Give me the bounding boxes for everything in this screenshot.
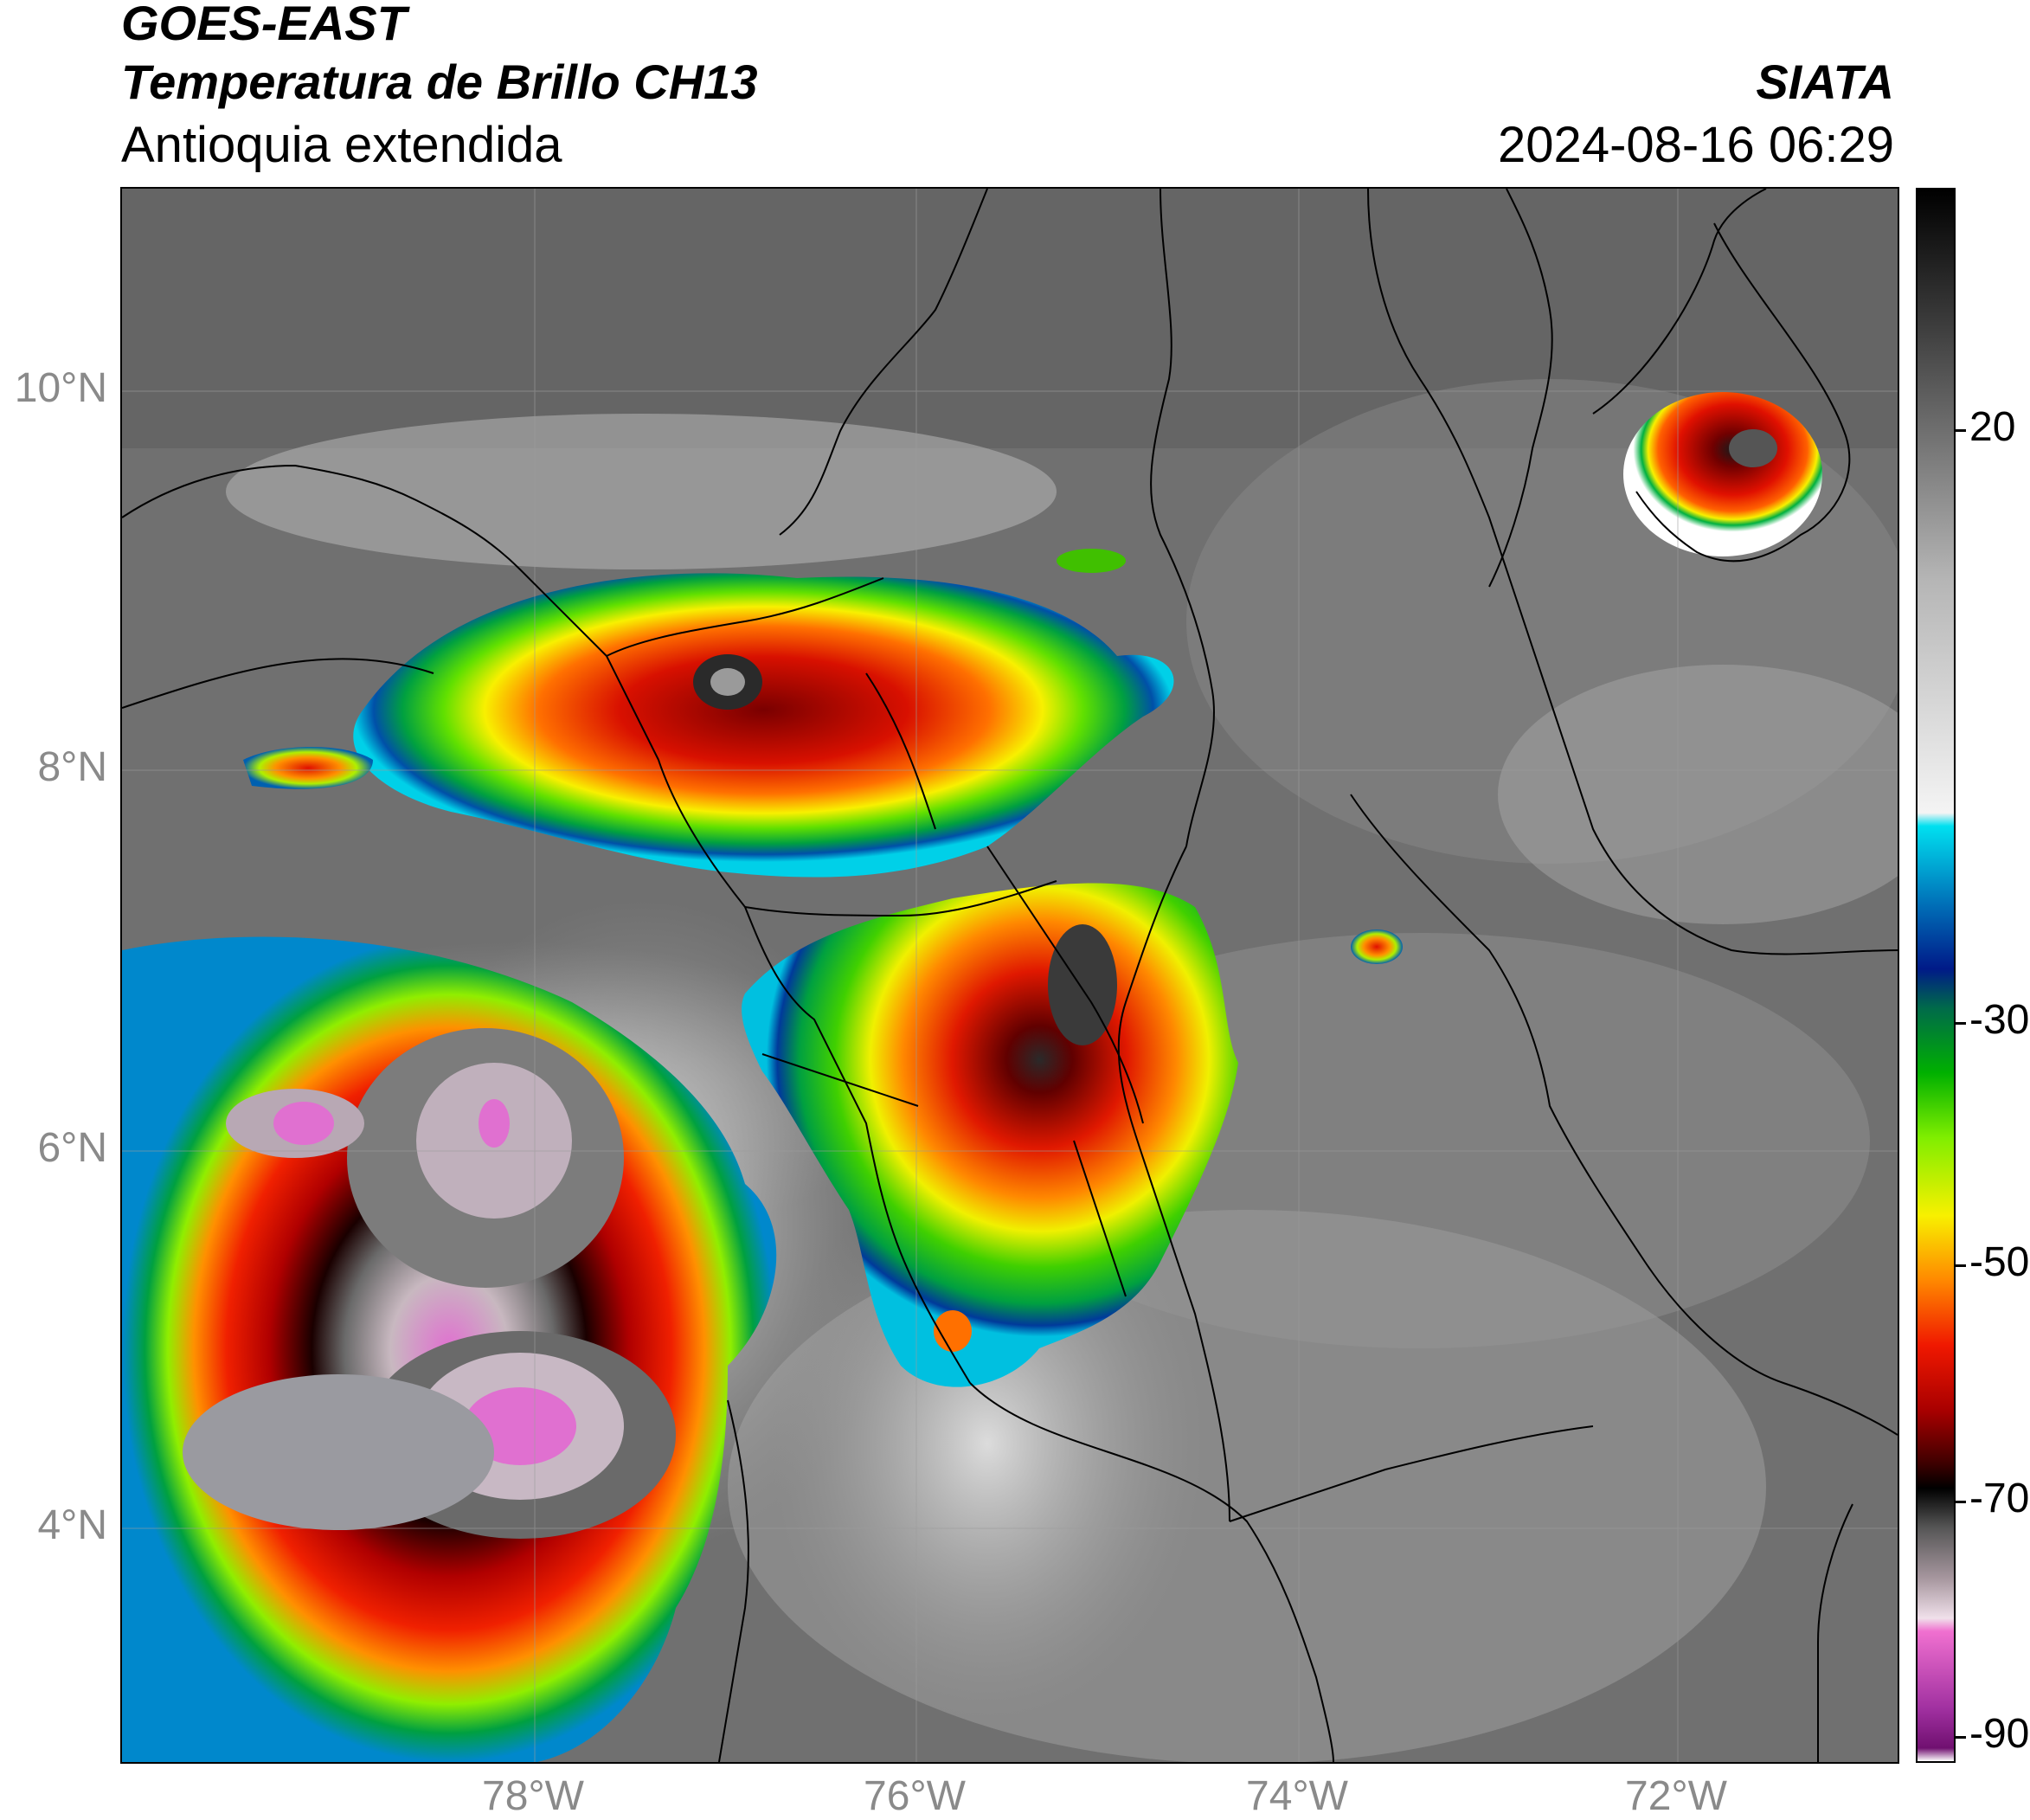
storm-northeast (1623, 392, 1822, 556)
region-subtitle: Antioquia extendida (121, 117, 562, 173)
lat-label-6n: 6°N (37, 1125, 107, 1171)
colorbar (1916, 188, 1956, 1763)
lon-label-76w: 76°W (864, 1773, 966, 1819)
storm-small-east (1351, 929, 1403, 964)
lon-label-72w: 72°W (1625, 1773, 1727, 1819)
colorbar-label-20: 20 (1969, 404, 2016, 450)
colorbar-tick (1954, 1022, 1966, 1025)
colorbar-tick (1954, 429, 1966, 432)
lon-label-78w: 78°W (482, 1773, 584, 1819)
colorbar-label-minus70: -70 (1969, 1476, 2030, 1521)
graticule (122, 189, 1898, 1762)
satellite-map (120, 187, 1899, 1764)
colorbar-label-minus90: -90 (1969, 1711, 2030, 1757)
timestamp-label: 2024-08-16 06:29 (1498, 117, 1894, 173)
colorbar-label-minus30: -30 (1969, 997, 2030, 1043)
lat-label-10n: 10°N (14, 365, 107, 411)
product-title: Temperatura de Brillo CH13 (121, 55, 758, 109)
storm-north (243, 549, 1174, 878)
storm-southwest (122, 936, 777, 1762)
colorbar-tick (1954, 1501, 1966, 1503)
map-image (122, 189, 1898, 1762)
colorbar-label-minus50: -50 (1969, 1239, 2030, 1285)
boundaries (122, 189, 1898, 1762)
colorbar-tick (1954, 1264, 1966, 1267)
lat-label-8n: 8°N (37, 744, 107, 790)
satellite-title: GOES-EAST (121, 0, 407, 50)
lon-label-74w: 74°W (1246, 1773, 1348, 1819)
colorbar-tick (1954, 1736, 1966, 1739)
lat-label-4n: 4°N (37, 1502, 107, 1548)
organization-label: SIATA (1756, 55, 1894, 109)
